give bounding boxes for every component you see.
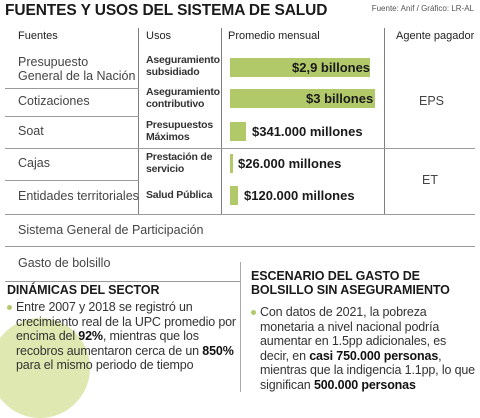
row-divider (5, 180, 139, 181)
bar-soat (230, 122, 246, 141)
fuente-entidades-territoriales: Entidades territoriales (18, 189, 139, 203)
page-title: FUENTES Y USOS DEL SISTEMA DE SALUD (5, 2, 328, 19)
row-gasto-bolsillo: Gasto de bolsillo (18, 256, 111, 270)
fuente-soat: Soat (18, 124, 44, 138)
escenario-title: ESCENARIO DEL GASTO DE BOLSILLO SIN ASEGU… (251, 269, 450, 297)
fuente-cotizaciones: Cotizaciones (18, 94, 90, 108)
row-divider (5, 214, 475, 215)
uso-salud-publica: Salud Pública (146, 189, 213, 201)
row-divider (5, 116, 139, 117)
uso-presupuestos-maximos: Presupuestos Máximos (146, 119, 214, 143)
value-cajas: $26.000 millones (238, 156, 342, 171)
row-divider (5, 88, 139, 89)
bar-cotizaciones (230, 89, 375, 108)
uso-aseguramiento-contributivo: Aseguramiento contributivo (146, 86, 220, 110)
uso-aseguramiento-subsidiado: Aseguramiento subsidiado (146, 54, 220, 78)
row-sistema-general: Sistema General de Participación (18, 223, 204, 237)
section-divider (240, 262, 241, 392)
bullet-dot (251, 310, 256, 315)
value-soat: $341.000 millones (252, 124, 363, 139)
bar-presupuesto (230, 58, 370, 77)
header-usos: Usos (146, 30, 172, 42)
source-credit: Fuente: Anif / Gráfico: LR-AL (371, 4, 474, 13)
bar-entidades (230, 186, 238, 205)
value-presupuesto: $2,9 billones (292, 60, 371, 75)
dinamicas-text: Entre 2007 y 2018 se registró un crecimi… (16, 300, 236, 372)
bar-cajas (230, 154, 233, 173)
agent-eps: EPS (419, 94, 445, 108)
uso-prestacion-servicio: Prestación de servicio (146, 151, 213, 175)
header-agente: Agente pagador (396, 30, 475, 42)
column-divider (384, 28, 385, 215)
row-divider (5, 148, 475, 149)
row-divider (5, 281, 241, 282)
dinamicas-title: DINÁMICAS DEL SECTOR (7, 283, 160, 297)
agent-et: ET (422, 173, 438, 187)
bullet-dot (7, 305, 12, 310)
fuente-cajas: Cajas (18, 156, 50, 170)
header-promedio: Promedio mensual (228, 30, 320, 42)
column-divider (138, 28, 139, 215)
header-fuentes: Fuentes (18, 30, 58, 42)
row-divider (5, 246, 475, 247)
column-divider (221, 28, 222, 215)
value-cotizaciones: $3 billones (306, 91, 374, 106)
escenario-text: Con datos de 2021, la pobreza monetaria … (260, 305, 475, 392)
fuente-presupuesto: Presupuesto General de la Nación (18, 55, 136, 83)
value-entidades: $120.000 millones (244, 188, 355, 203)
